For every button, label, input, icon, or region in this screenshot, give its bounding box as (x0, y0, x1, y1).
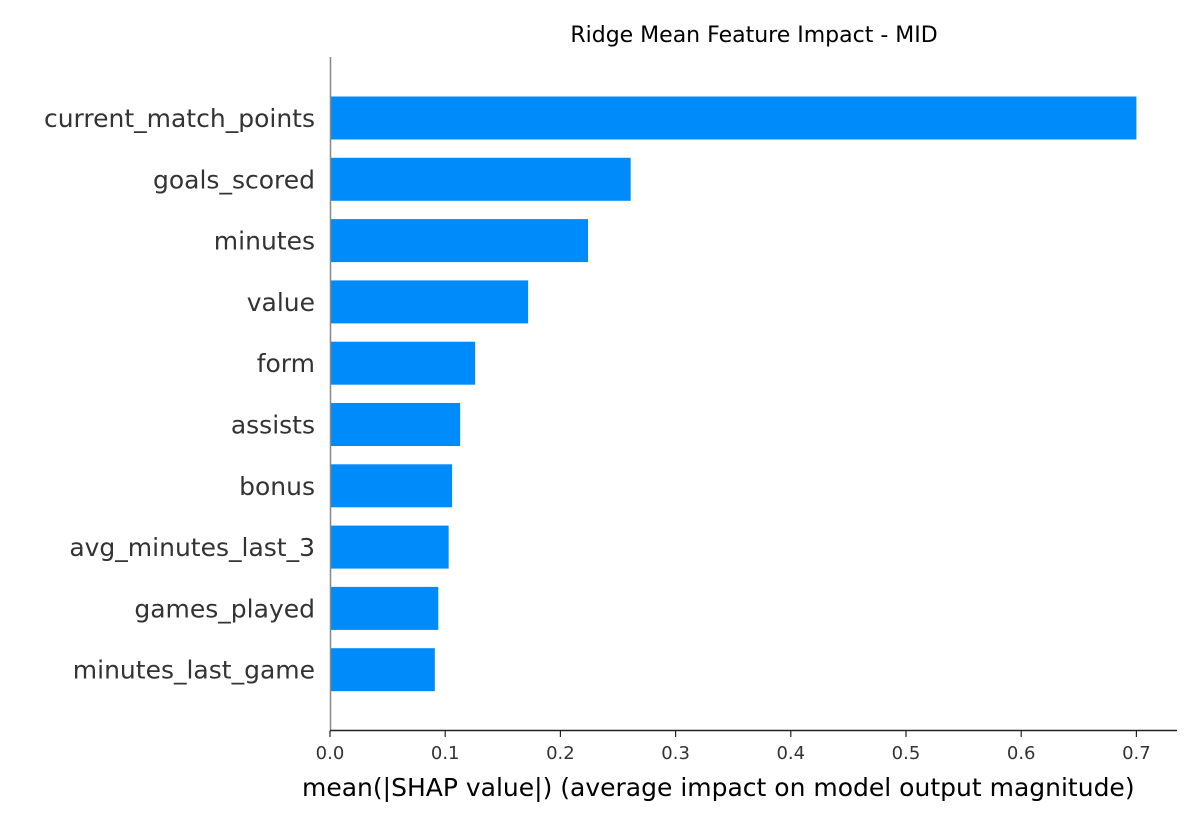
bar-bonus (330, 464, 453, 508)
category-label: assists (231, 411, 315, 440)
chart-title: Ridge Mean Feature Impact - MID (570, 23, 937, 48)
x-ticks: 0.0 0.1 0.2 0.3 0.4 0.5 0.6 0.7 (316, 731, 1151, 764)
category-label: avg_minutes_last_3 (69, 533, 315, 562)
bar-minutes-last-game (330, 648, 435, 692)
category-label: bonus (239, 472, 315, 501)
category-label: minutes_last_game (73, 656, 315, 685)
bar-current-match-points (330, 96, 1137, 140)
bar-avg-minutes-last-3 (330, 525, 449, 569)
bar-form (330, 341, 476, 385)
category-label: value (247, 288, 315, 317)
bar-value (330, 280, 529, 324)
category-label: goals_scored (153, 165, 315, 194)
x-tick-label: 0.1 (431, 743, 460, 764)
bar-goals-scored (330, 157, 631, 201)
x-tick-label: 0.3 (661, 743, 690, 764)
x-tick-label: 0.4 (776, 743, 805, 764)
x-axis-label: mean(|SHAP value|) (average impact on mo… (302, 773, 1135, 802)
x-tick-label: 0.5 (892, 743, 921, 764)
x-tick-label: 0.6 (1007, 743, 1036, 764)
x-tick-label: 0.0 (316, 743, 345, 764)
category-label: games_played (134, 594, 315, 623)
bar-assists (330, 403, 461, 446)
category-label: minutes (214, 227, 315, 256)
x-tick-label: 0.7 (1122, 743, 1151, 764)
x-tick-label: 0.2 (546, 743, 575, 764)
category-label: form (257, 349, 315, 378)
bars-group (330, 96, 1137, 692)
category-label: current_match_points (44, 104, 315, 133)
bar-games-played (330, 586, 439, 630)
bar-minutes (330, 219, 589, 263)
